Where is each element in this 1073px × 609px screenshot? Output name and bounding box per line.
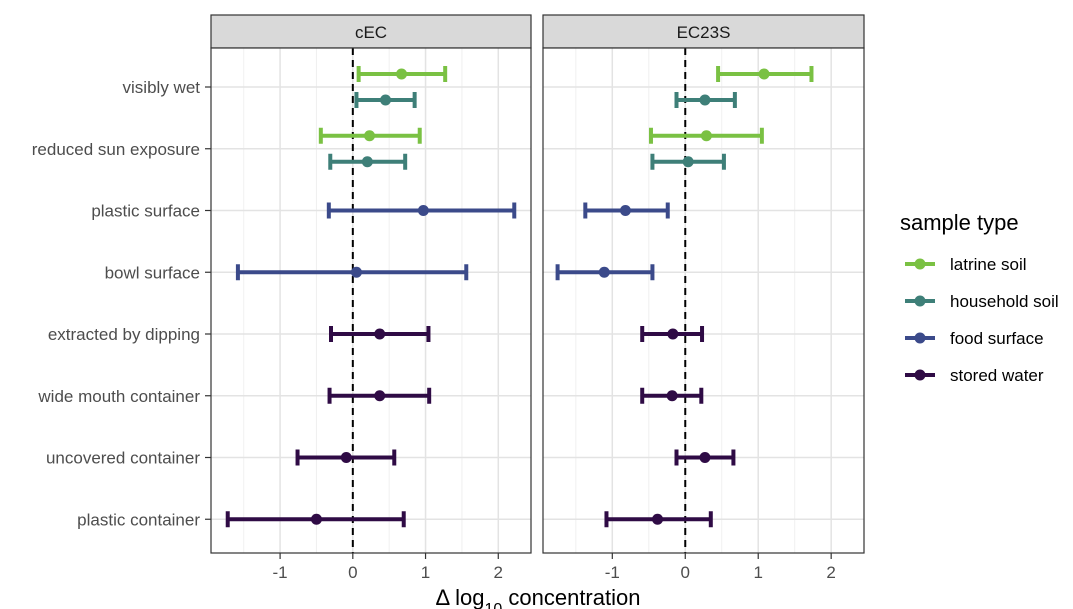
legend-key-point	[914, 332, 926, 344]
panel-EC23S: EC23S -1 0 1 2	[542, 14, 865, 582]
point-estimate	[417, 205, 429, 216]
legend-label: food surface	[950, 329, 1044, 348]
point-estimate	[682, 156, 694, 168]
y-tick-label: reduced sun exposure	[32, 140, 200, 159]
estimate-reduced-sun-exposure-latrine-soil	[318, 127, 422, 144]
panel-border	[542, 47, 865, 554]
panel-cEC: cEC -1 0 1 2	[210, 14, 532, 582]
legend-label: household soil	[950, 292, 1059, 311]
x-tick-label: 2	[494, 563, 503, 582]
point-estimate	[310, 513, 322, 525]
point-estimate	[350, 266, 362, 278]
estimate-wide-mouth-container-stored-water	[327, 387, 432, 404]
legend-key-point	[914, 258, 926, 270]
estimate-visibly-wet-latrine-soil	[716, 66, 814, 82]
x-tick-label: 1	[421, 563, 430, 582]
panel-strip	[542, 14, 865, 49]
estimate-plastic-surface-food-surface	[326, 202, 517, 219]
panel-border	[210, 47, 532, 554]
estimate-plastic-surface-food-surface	[583, 202, 670, 219]
estimate-extracted-by-dipping-stored-water	[329, 326, 431, 342]
x-tick-label: 0	[348, 563, 357, 582]
point-estimate	[700, 130, 712, 142]
estimate-reduced-sun-exposure-household-soil	[650, 153, 726, 170]
point-estimate	[361, 156, 373, 168]
y-tick-label: extracted by dipping	[48, 325, 200, 344]
x-tick-label: 2	[826, 563, 835, 582]
plot-area	[211, 48, 531, 553]
panel-title: cEC	[355, 23, 387, 42]
legend-key-point	[914, 369, 926, 381]
point-estimate	[619, 205, 631, 216]
panel-title: EC23S	[677, 23, 731, 42]
panel-strip	[210, 14, 532, 49]
y-tick-label: wide mouth container	[37, 387, 200, 406]
point-estimate	[374, 390, 386, 402]
estimate-bowl-surface-food-surface	[555, 264, 655, 281]
point-estimate	[666, 390, 678, 402]
estimate-visibly-wet-latrine-soil	[356, 66, 448, 82]
estimate-plastic-container-stored-water	[604, 511, 713, 528]
point-estimate	[380, 94, 392, 106]
estimate-uncovered-container-stored-water	[295, 449, 397, 466]
point-estimate	[758, 68, 770, 80]
x-tick-label: -1	[605, 563, 620, 582]
legend-label: latrine soil	[950, 255, 1027, 274]
estimate-extracted-by-dipping-stored-water	[640, 326, 705, 342]
point-estimate	[699, 452, 711, 463]
legend-label: stored water	[950, 366, 1044, 385]
estimate-uncovered-container-stored-water	[674, 449, 736, 466]
x-tick-label: 0	[681, 563, 690, 582]
point-estimate	[364, 130, 376, 142]
point-estimate	[598, 266, 610, 278]
y-tick-label: bowl surface	[105, 263, 200, 282]
x-axis-label: Δ log10 concentration	[436, 585, 641, 609]
y-tick-label: plastic container	[77, 510, 200, 529]
estimate-wide-mouth-container-stored-water	[640, 387, 704, 404]
legend-item-household-soil: household soil	[905, 292, 1059, 311]
legend-item-food-surface: food surface	[905, 329, 1044, 348]
estimate-plastic-container-stored-water	[225, 511, 406, 528]
x-tick-label: 1	[753, 563, 762, 582]
estimate-visibly-wet-household-soil	[674, 92, 737, 108]
point-estimate	[396, 68, 408, 80]
estimate-reduced-sun-exposure-household-soil	[328, 153, 408, 170]
point-estimate	[667, 328, 679, 340]
estimate-bowl-surface-food-surface	[235, 264, 469, 281]
y-axis-labels: visibly wet reduced sun exposure plastic s…	[32, 78, 211, 529]
legend-key-point	[914, 295, 926, 307]
estimate-reduced-sun-exposure-latrine-soil	[648, 127, 764, 144]
point-estimate	[699, 94, 711, 106]
estimate-visibly-wet-household-soil	[354, 92, 417, 108]
legend: sample type latrine soil household soil fo…	[900, 210, 1059, 385]
point-estimate	[340, 452, 352, 463]
x-tick-label: -1	[273, 563, 288, 582]
legend-item-latrine-soil: latrine soil	[905, 255, 1027, 274]
plot-area	[543, 48, 864, 553]
legend-item-stored-water: stored water	[905, 366, 1044, 385]
legend-title: sample type	[900, 210, 1019, 235]
y-tick-label: plastic surface	[91, 202, 200, 221]
point-estimate	[652, 513, 664, 525]
y-tick-label: uncovered container	[46, 449, 200, 468]
y-tick-label: visibly wet	[123, 78, 201, 97]
point-estimate	[374, 328, 386, 340]
